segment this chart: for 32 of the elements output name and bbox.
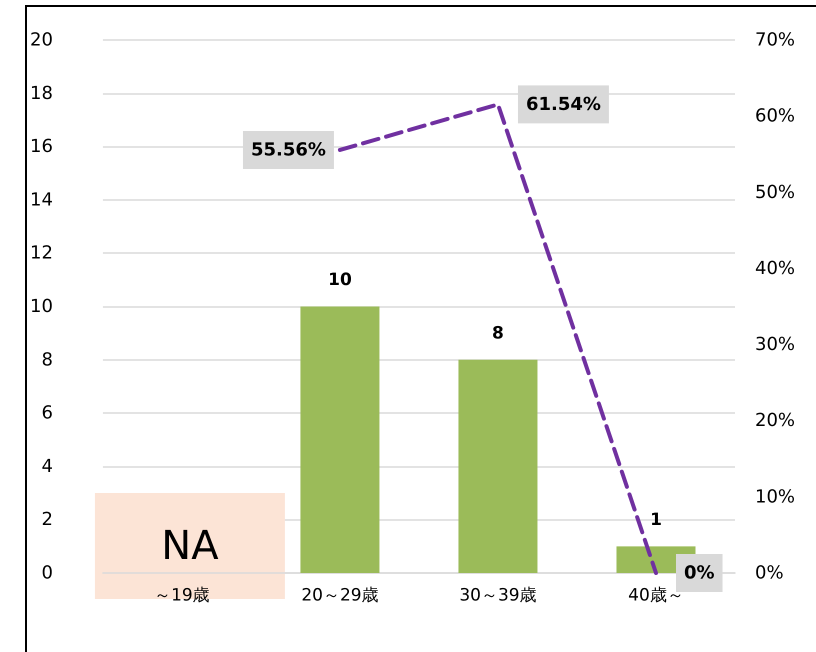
y-tick-label: 16: [30, 136, 53, 158]
y2-tick-label: 0%: [755, 562, 784, 584]
y-tick-label: 2: [41, 509, 53, 530]
y-tick-label: 18: [30, 82, 53, 104]
y2-tick-label: 40%: [755, 258, 796, 279]
y2-tick-label: 10%: [755, 486, 796, 508]
y2-tick-label: 20%: [755, 410, 796, 432]
x-tick-label: 20～29歳: [301, 586, 379, 606]
bar: [458, 360, 538, 573]
y-tick-label: 10: [30, 296, 53, 317]
y2-tick-label: 50%: [755, 182, 796, 203]
x-tick-label: 40歳～: [628, 586, 684, 606]
y-tick-label: 20: [30, 30, 53, 50]
y-tick-label: 8: [41, 349, 53, 370]
y-tick-label: 0: [41, 562, 53, 584]
y-tick-label: 12: [30, 242, 53, 264]
y-tick-label: 6: [41, 402, 53, 424]
bar: [300, 306, 380, 573]
data-label: 10: [328, 270, 352, 290]
data-label: 61.54%: [526, 94, 601, 115]
x-tick-label: 30～39歳: [459, 586, 537, 606]
y-tick-label: 14: [30, 189, 53, 210]
data-label: 0%: [684, 562, 715, 584]
data-label: 1: [650, 510, 662, 530]
data-label: 8: [492, 323, 504, 344]
data-label: 55.56%: [250, 139, 326, 160]
y-tick-label: 4: [41, 456, 53, 477]
y2-tick-label: 30%: [755, 334, 796, 356]
annotation: NA: [161, 523, 220, 569]
y2-tick-label: 60%: [755, 106, 796, 127]
x-tick-label: ～19歳: [154, 586, 210, 606]
y2-tick-label: 70%: [755, 30, 796, 50]
